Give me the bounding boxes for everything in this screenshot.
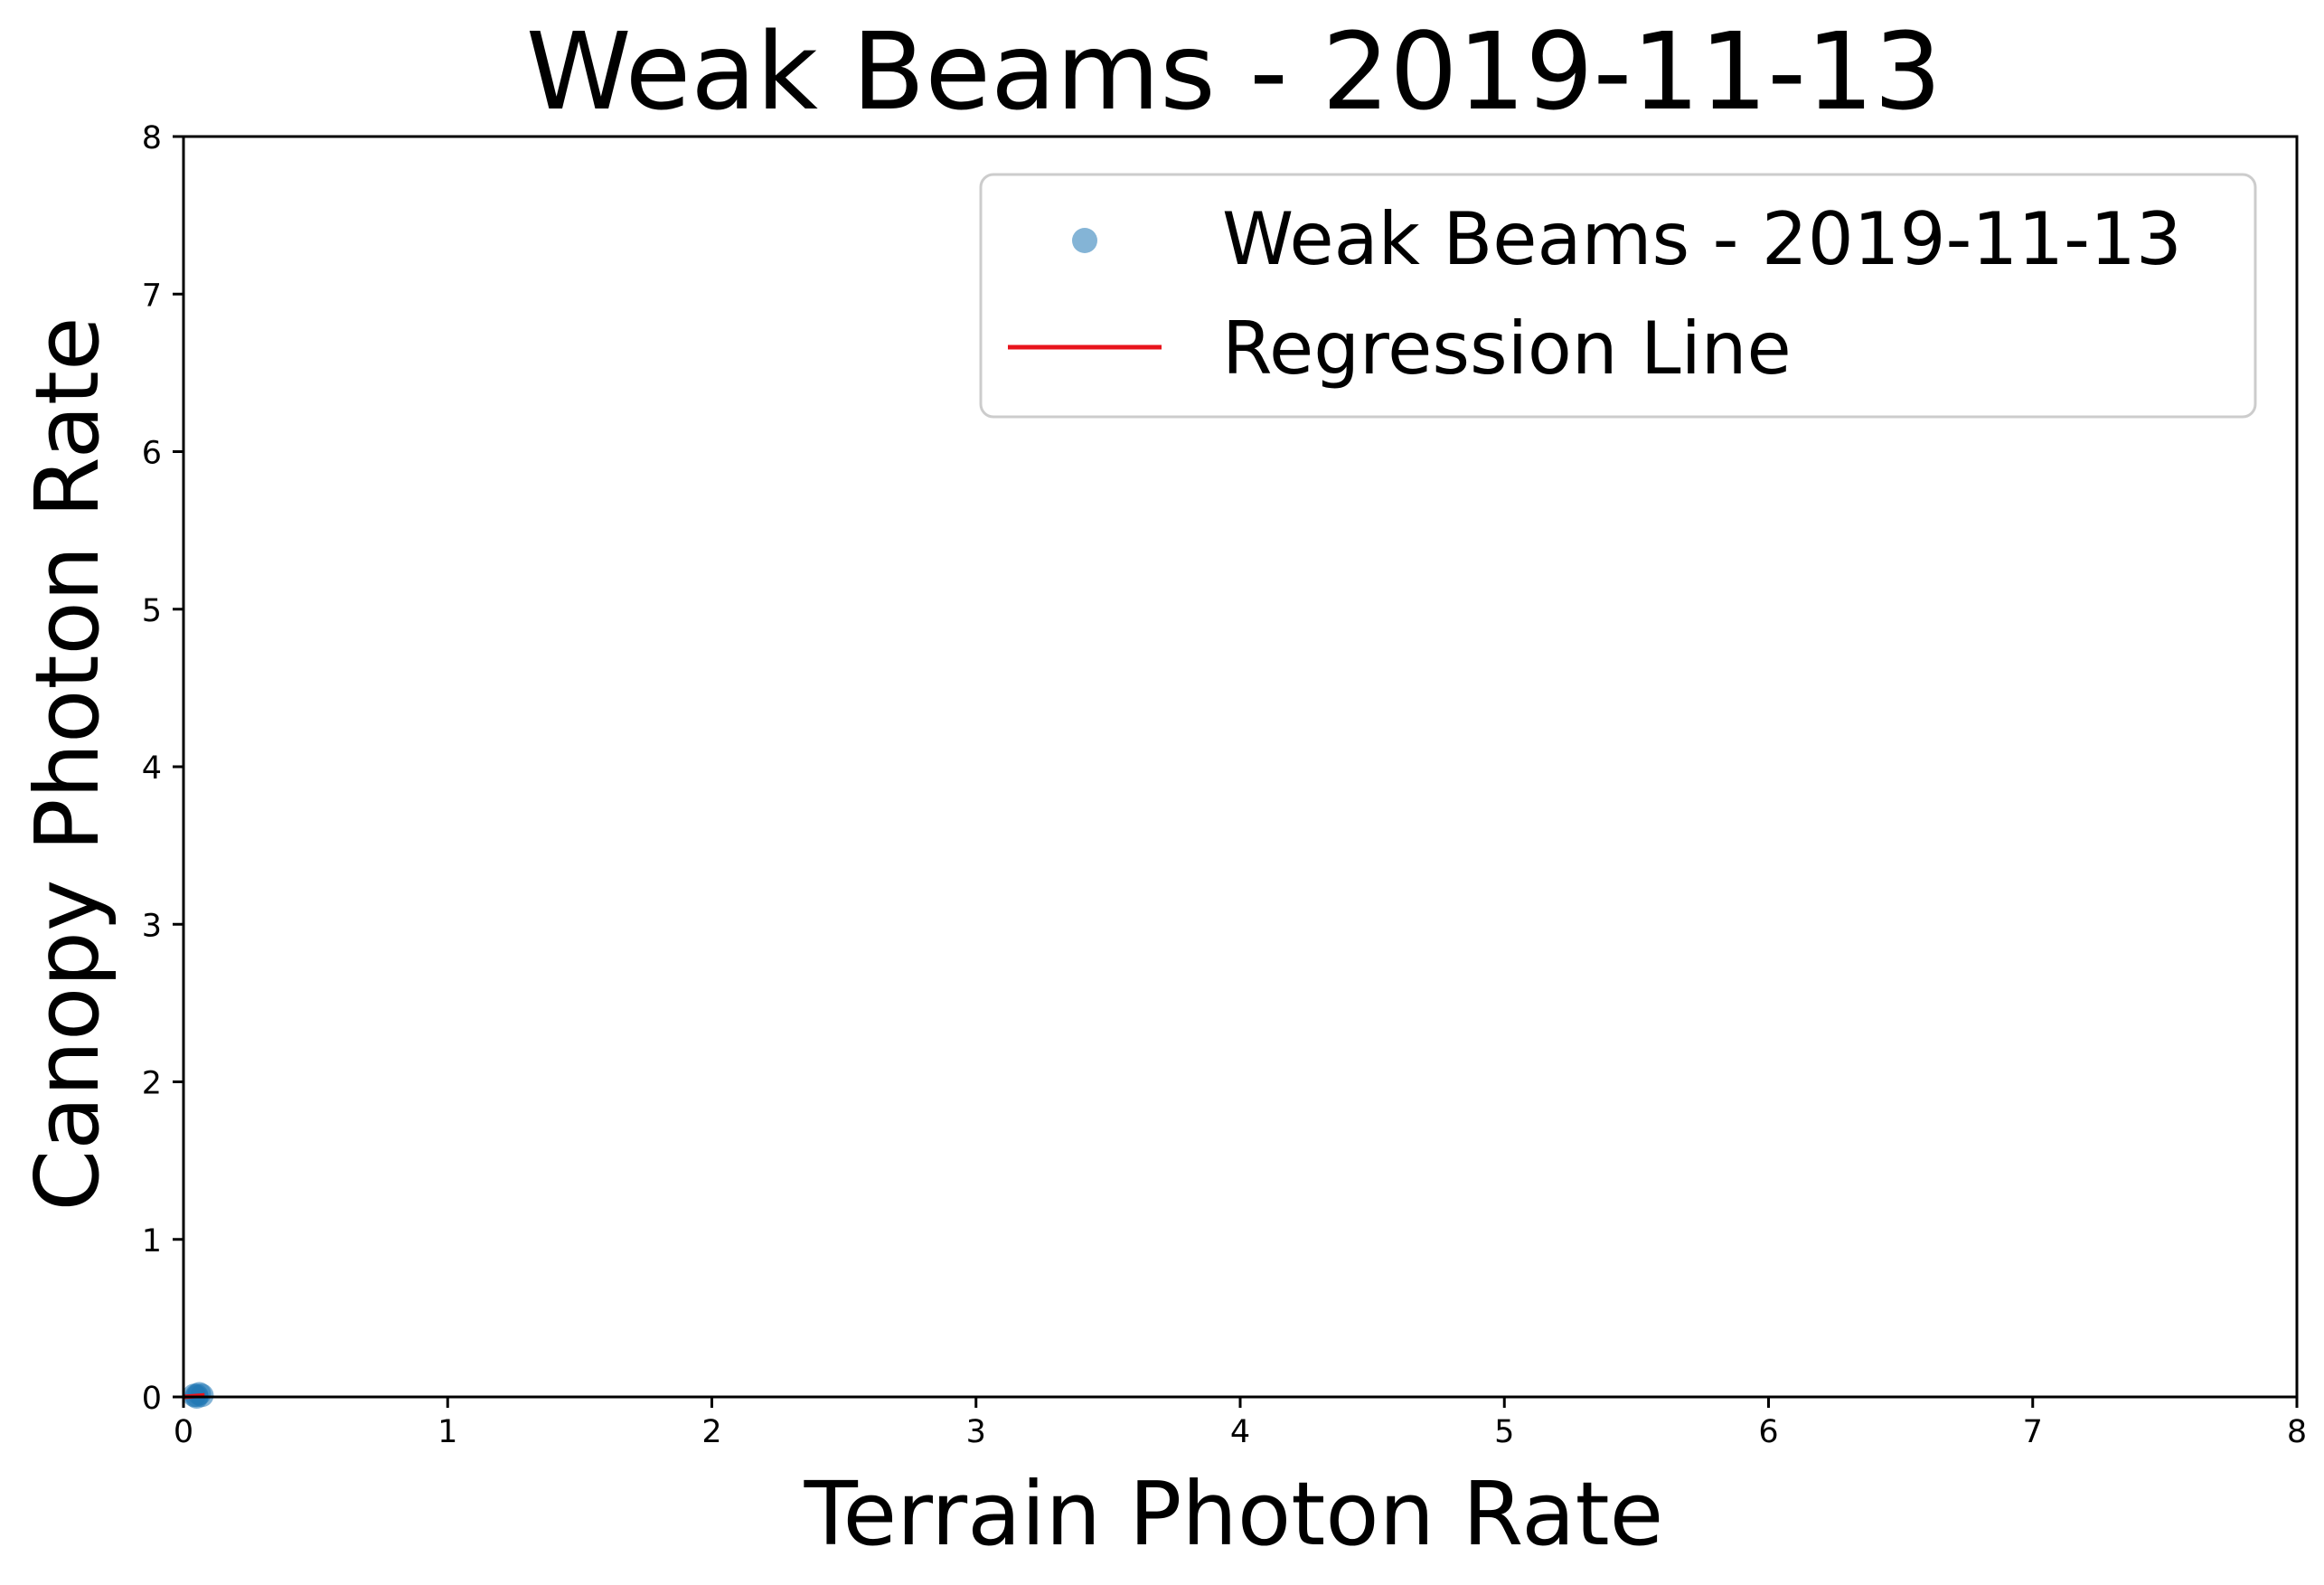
- x-tick-label: 0: [174, 1414, 193, 1450]
- legend-marker-scatter: [1072, 228, 1097, 253]
- y-tick-label: 8: [142, 120, 162, 156]
- y-tick-label: 1: [142, 1223, 162, 1260]
- y-tick-label: 6: [142, 436, 162, 472]
- x-tick-label: 2: [701, 1414, 721, 1450]
- y-tick-label: 0: [142, 1381, 162, 1417]
- legend-box: [979, 173, 2257, 419]
- chart-title: Weak Beams - 2019-11-13: [526, 9, 1942, 134]
- y-tick-label: 2: [142, 1066, 162, 1102]
- x-tick-label: 3: [966, 1414, 986, 1450]
- plot-area: 0 1 2 3 4 5 6 7 8 0 1 2 3 4 5 6 7 8: [142, 120, 2307, 1450]
- legend-label-scatter: Weak Beams - 2019-11-13: [1222, 197, 2182, 281]
- y-axis-label: Canopy Photon Rate: [16, 316, 118, 1211]
- x-tick-label: 8: [2287, 1414, 2307, 1450]
- y-tick-label: 5: [142, 593, 162, 629]
- y-tick-label: 3: [142, 908, 162, 944]
- x-axis-label: Terrain Photon Rate: [804, 1463, 1664, 1565]
- x-tick-label: 6: [1758, 1414, 1778, 1450]
- x-tick-label: 4: [1230, 1414, 1250, 1450]
- x-tick-label: 7: [2023, 1414, 2043, 1450]
- y-tick-label: 7: [142, 278, 162, 314]
- y-tick-label: 4: [142, 750, 162, 787]
- x-tick-label: 5: [1494, 1414, 1514, 1450]
- legend-label-line: Regression Line: [1222, 307, 1792, 391]
- legend: Weak Beams - 2019-11-13 Regression Line: [979, 173, 2257, 419]
- x-tick-label: 1: [438, 1414, 457, 1450]
